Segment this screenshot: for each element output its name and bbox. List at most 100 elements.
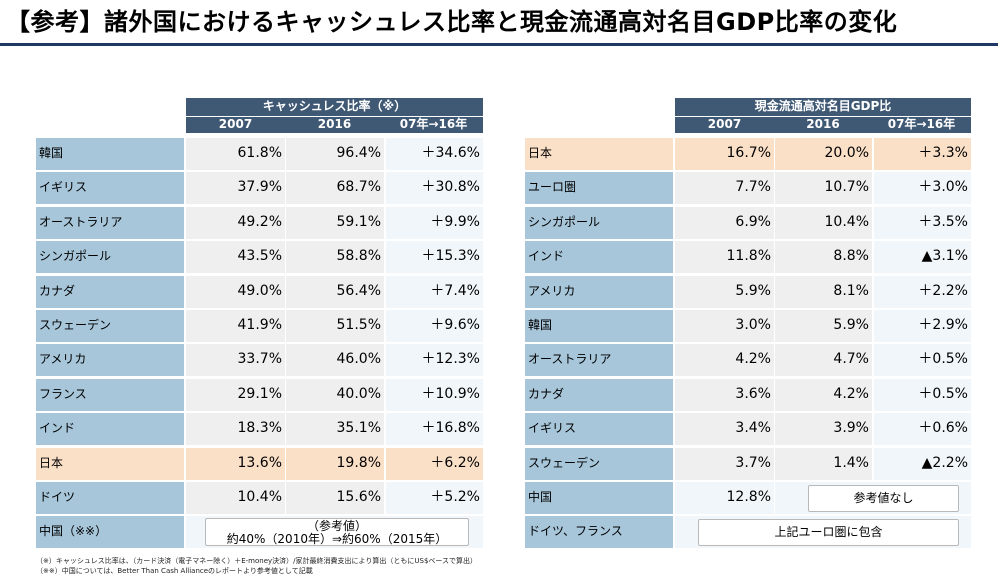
- eurozone-included-note: 上記ユーロ圏に包含: [698, 519, 959, 546]
- row-change: ▲2.2%: [874, 447, 971, 480]
- left-row-label: オーストラリア: [36, 206, 184, 239]
- left-row-label: ドイツ: [36, 482, 184, 514]
- left-col-2016: 2016: [285, 117, 384, 133]
- left-row-label: 日本: [36, 447, 184, 480]
- row-change: ＋5.2%: [386, 482, 483, 514]
- china-reference-note: （参考値） 約40%（2010年）⇒約60%（2015年）: [205, 518, 469, 546]
- row-change: ＋7.4%: [386, 275, 483, 308]
- left-header-divider: [186, 116, 483, 117]
- row-value-2016: 8.8%: [775, 241, 872, 274]
- right-table-header: 現金流通高対名目GDP比: [675, 98, 971, 116]
- row-value-2007: 3.4%: [675, 413, 774, 446]
- row-value-2016: 59.1%: [286, 206, 384, 239]
- row-value-2016: 4.2%: [775, 378, 872, 411]
- row-value-2016: 10.4%: [775, 206, 872, 239]
- row-value-2016: 96.4%: [286, 138, 384, 170]
- row-value-2016: 15.6%: [286, 482, 384, 514]
- title-underline: [0, 43, 998, 46]
- left-row-china-label: 中国（※※）: [36, 516, 184, 548]
- row-value-2016: 8.1%: [775, 275, 872, 308]
- row-value-2007: 11.8%: [675, 241, 774, 274]
- row-change: ＋15.3%: [386, 241, 483, 274]
- row-value-2007: 61.8%: [186, 138, 285, 170]
- left-row-label: フランス: [36, 378, 184, 411]
- row-value-2016: 46.0%: [286, 344, 384, 377]
- left-col-2007: 2007: [186, 117, 285, 133]
- left-row-label: スウェーデン: [36, 310, 184, 342]
- china-note-title: （参考値）: [306, 519, 367, 533]
- row-value-2016: 35.1%: [286, 413, 384, 446]
- right-header-divider: [675, 116, 971, 117]
- row-value-2016: 68.7%: [286, 172, 384, 205]
- right-row-china-label: 中国: [525, 482, 673, 514]
- row-value-2007: 3.6%: [675, 378, 774, 411]
- left-row-label: イギリス: [36, 172, 184, 205]
- row-change: ＋16.8%: [386, 413, 483, 446]
- row-change: ＋2.9%: [874, 310, 971, 342]
- right-row-label: ユーロ圏: [525, 172, 673, 205]
- page-title: 【参考】諸外国におけるキャッシュレス比率と現金流通高対名目GDP比率の変化: [6, 8, 898, 36]
- row-value-2016: 5.9%: [775, 310, 872, 342]
- row-value-2007: 5.9%: [675, 275, 774, 308]
- footnote-2: （※※）中国については、Better Than Cash Allianceのレポ…: [36, 567, 313, 575]
- row-value-2016: 10.7%: [775, 172, 872, 205]
- row-value-2007: 16.7%: [675, 138, 774, 170]
- row-value-2007: 4.2%: [675, 344, 774, 377]
- row-value-2007: 3.0%: [675, 310, 774, 342]
- row-value-2007: 3.7%: [675, 447, 774, 480]
- row-value-2007: 13.6%: [186, 447, 285, 480]
- row-value-2016: 51.5%: [286, 310, 384, 342]
- right-col-change: 07年→16年: [872, 117, 971, 133]
- left-row-label: カナダ: [36, 275, 184, 308]
- right-row-label: 韓国: [525, 310, 673, 342]
- left-row-label: 韓国: [36, 138, 184, 170]
- row-value-2007: 37.9%: [186, 172, 285, 205]
- row-change: ＋0.5%: [874, 344, 971, 377]
- row-value-2016: 4.7%: [775, 344, 872, 377]
- row-change: ＋3.5%: [874, 206, 971, 239]
- row-change: ＋0.6%: [874, 413, 971, 446]
- row-change: ＋9.9%: [386, 206, 483, 239]
- china-no-reference-note: 参考値なし: [808, 485, 959, 512]
- row-change: ▲3.1%: [874, 241, 971, 274]
- row-change: ＋12.3%: [386, 344, 483, 377]
- row-change: ＋9.6%: [386, 310, 483, 342]
- row-value-2016: 19.8%: [286, 447, 384, 480]
- row-value-2007: 43.5%: [186, 241, 285, 274]
- right-row-label: イギリス: [525, 413, 673, 446]
- left-row-label: インド: [36, 413, 184, 446]
- china-note-body: 約40%（2010年）⇒約60%（2015年）: [226, 532, 448, 546]
- row-value-2016: 20.0%: [775, 138, 872, 170]
- row-value-2007: 6.9%: [675, 206, 774, 239]
- row-change: ＋34.6%: [386, 138, 483, 170]
- row-value-2016: 58.8%: [286, 241, 384, 274]
- left-table-header: キャッシュレス比率（※）: [186, 98, 483, 116]
- right-row-label: スウェーデン: [525, 447, 673, 480]
- row-change: ＋2.2%: [874, 275, 971, 308]
- right-row-germany-france-label: ドイツ、フランス: [525, 516, 673, 548]
- row-value-2016: 56.4%: [286, 275, 384, 308]
- row-change: ＋3.0%: [874, 172, 971, 205]
- row-change: ＋3.3%: [874, 138, 971, 170]
- right-row-label: アメリカ: [525, 275, 673, 308]
- footnote-1: （※）キャッシュレス比率は、（カード決済（電子マネー除く）＋E-money決済）…: [36, 557, 478, 565]
- row-change: ＋10.9%: [386, 378, 483, 411]
- row-value-2007: 49.2%: [186, 206, 285, 239]
- right-row-china-2007: 12.8%: [675, 482, 774, 514]
- right-row-label: カナダ: [525, 378, 673, 411]
- right-col-2007: 2007: [675, 117, 774, 133]
- row-value-2007: 18.3%: [186, 413, 285, 446]
- row-value-2007: 41.9%: [186, 310, 285, 342]
- row-change: ＋30.8%: [386, 172, 483, 205]
- right-row-label: シンガポール: [525, 206, 673, 239]
- row-value-2007: 10.4%: [186, 482, 285, 514]
- right-row-label: インド: [525, 241, 673, 274]
- row-value-2016: 40.0%: [286, 378, 384, 411]
- left-row-label: シンガポール: [36, 241, 184, 274]
- right-col-2016: 2016: [774, 117, 872, 133]
- row-value-2007: 33.7%: [186, 344, 285, 377]
- row-value-2016: 1.4%: [775, 447, 872, 480]
- row-value-2007: 49.0%: [186, 275, 285, 308]
- left-col-change: 07年→16年: [384, 117, 483, 133]
- row-value-2007: 7.7%: [675, 172, 774, 205]
